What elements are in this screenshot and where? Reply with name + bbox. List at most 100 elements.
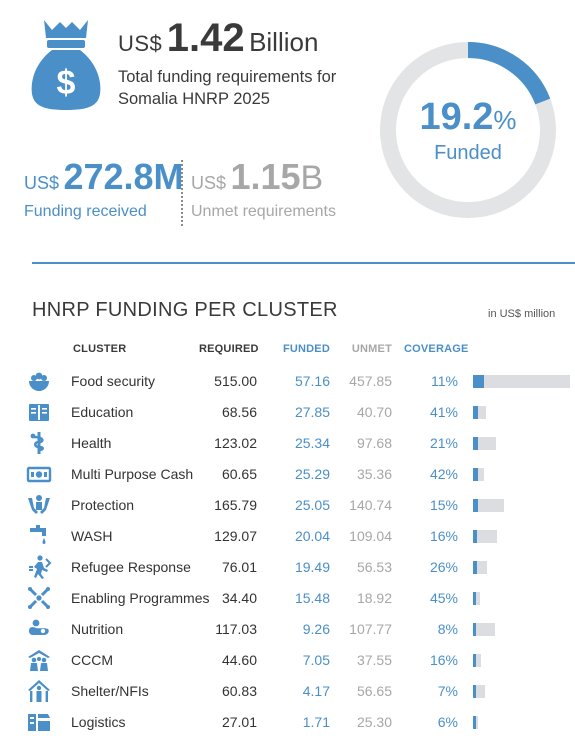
wash-icon [30,525,46,544]
column-header-required: REQUIRED [199,343,259,355]
required-value: 129.07 [214,528,257,544]
required-value: 68.56 [221,404,257,420]
unmet-value: 25.30 [356,714,392,730]
table-row: Shelter/NFIs 60.83 4.17 56.65 7% [0,677,575,705]
svg-text:$: $ [57,64,76,102]
total-description: Total funding requirements for Somalia H… [118,68,337,108]
column-header-unmet: UNMET [351,343,392,355]
cluster-name: Multi Purpose Cash [71,466,194,482]
cluster-name: Shelter/NFIs [71,683,149,699]
funded-value: 25.34 [294,435,330,451]
nutrition-icon [29,619,49,635]
coverage-bar-fill [473,530,477,543]
table-row: Health 123.02 25.34 97.68 21% [0,429,575,457]
funding-received: US$ 272.8M [24,156,184,198]
coverage-bar [473,623,495,636]
coverage-value: 15% [429,497,458,513]
coverage-value: 16% [429,652,458,668]
required-value: 27.01 [221,714,257,730]
protection-icon [28,495,50,514]
total-requirement: US$ 1.42 Billion [118,16,318,61]
funded-percent-value: 19.2 [419,96,494,138]
coverage-bar [473,437,497,450]
cluster-name: Logistics [71,714,126,730]
coverage-bar-fill [473,561,477,574]
funded-value: 4.17 [302,683,330,699]
percent-sign: % [493,105,517,135]
cluster-name: CCCM [71,652,113,668]
total-currency: US$ [118,31,163,56]
unmet-value: 18.92 [356,590,392,606]
divider [181,160,183,226]
column-header-cluster: CLUSTER [73,343,127,355]
coverage-value: 7% [437,683,458,699]
coverage-bar-fill [473,654,476,667]
funded-value: 1.71 [302,714,330,730]
table-row: WASH 129.07 20.04 109.04 16% [0,522,575,550]
funded-amount: 272.8M [63,156,184,197]
cluster-name: WASH [71,528,113,544]
funded-value: 7.05 [302,652,330,668]
unmet-unit: B [300,159,324,197]
unmet-value: 109.04 [349,528,392,544]
coverage-bar-fill [473,685,476,698]
refugee-icon [29,555,52,579]
health-icon [30,432,44,454]
coverage-bar-fill [473,499,478,512]
table-row: Protection 165.79 25.05 140.74 15% [0,491,575,519]
coverage-bar [473,685,485,698]
coverage-bar-fill [473,406,479,419]
required-value: 515.00 [214,373,257,389]
cluster-name: Enabling Programmes [71,590,210,606]
funded-value: 15.48 [294,590,330,606]
funded-currency: US$ [24,173,60,193]
coverage-value: 16% [429,528,458,544]
coverage-bar [473,592,480,605]
required-value: 34.40 [221,590,257,606]
cluster-name: Health [71,435,112,451]
coverage-value: 6% [437,714,458,730]
table-row: CCCM 44.60 7.05 37.55 16% [0,646,575,674]
coverage-value: 45% [429,590,458,606]
required-value: 76.01 [221,559,257,575]
coverage-bar [473,561,488,574]
unmet-value: 37.55 [356,652,392,668]
total-unit: Billion [249,27,319,57]
cluster-name: Nutrition [71,621,124,637]
section-title: HNRP FUNDING PER CLUSTER [32,299,338,321]
coverage-bar-fill [473,623,476,636]
unmet-value: 107.77 [349,621,392,637]
coverage-bar [473,530,498,543]
column-header-coverage: COVERAGE [404,343,469,355]
unmet-requirements: US$ 1.15B [191,156,323,198]
coverage-value: 41% [429,404,458,420]
food-security-icon [29,372,49,391]
required-value: 165.79 [214,497,257,513]
funded-value: 27.85 [294,404,330,420]
coverage-value: 26% [429,559,458,575]
section-divider [32,262,575,264]
unmet-value: 97.68 [356,435,392,451]
unmet-value: 40.70 [356,404,392,420]
table-row: Enabling Programmes 34.40 15.48 18.92 45% [0,584,575,612]
unmet-value: 56.53 [356,559,392,575]
coverage-bar [473,654,482,667]
coverage-bar [473,468,485,481]
coverage-bar [473,499,505,512]
required-value: 44.60 [221,652,257,668]
cluster-name: Food security [71,373,156,389]
coverage-bar [473,406,486,419]
table-row: Education 68.56 27.85 40.70 41% [0,398,575,426]
table-row: Refugee Response 76.01 19.49 56.53 26% [0,553,575,581]
enabling-programmes-icon [28,587,50,609]
table-row: Multi Purpose Cash 60.65 25.29 35.36 42% [0,460,575,488]
funding-donut [380,42,556,218]
funded-value: 9.26 [302,621,330,637]
funded-value: 19.49 [294,559,330,575]
funded-percent: 19.2% [380,96,556,139]
coverage-bar-fill [473,437,478,450]
total-amount: 1.42 [166,16,245,60]
coverage-bar-fill [473,375,484,388]
shelter-icon [28,680,50,702]
unmet-value: 56.65 [356,683,392,699]
